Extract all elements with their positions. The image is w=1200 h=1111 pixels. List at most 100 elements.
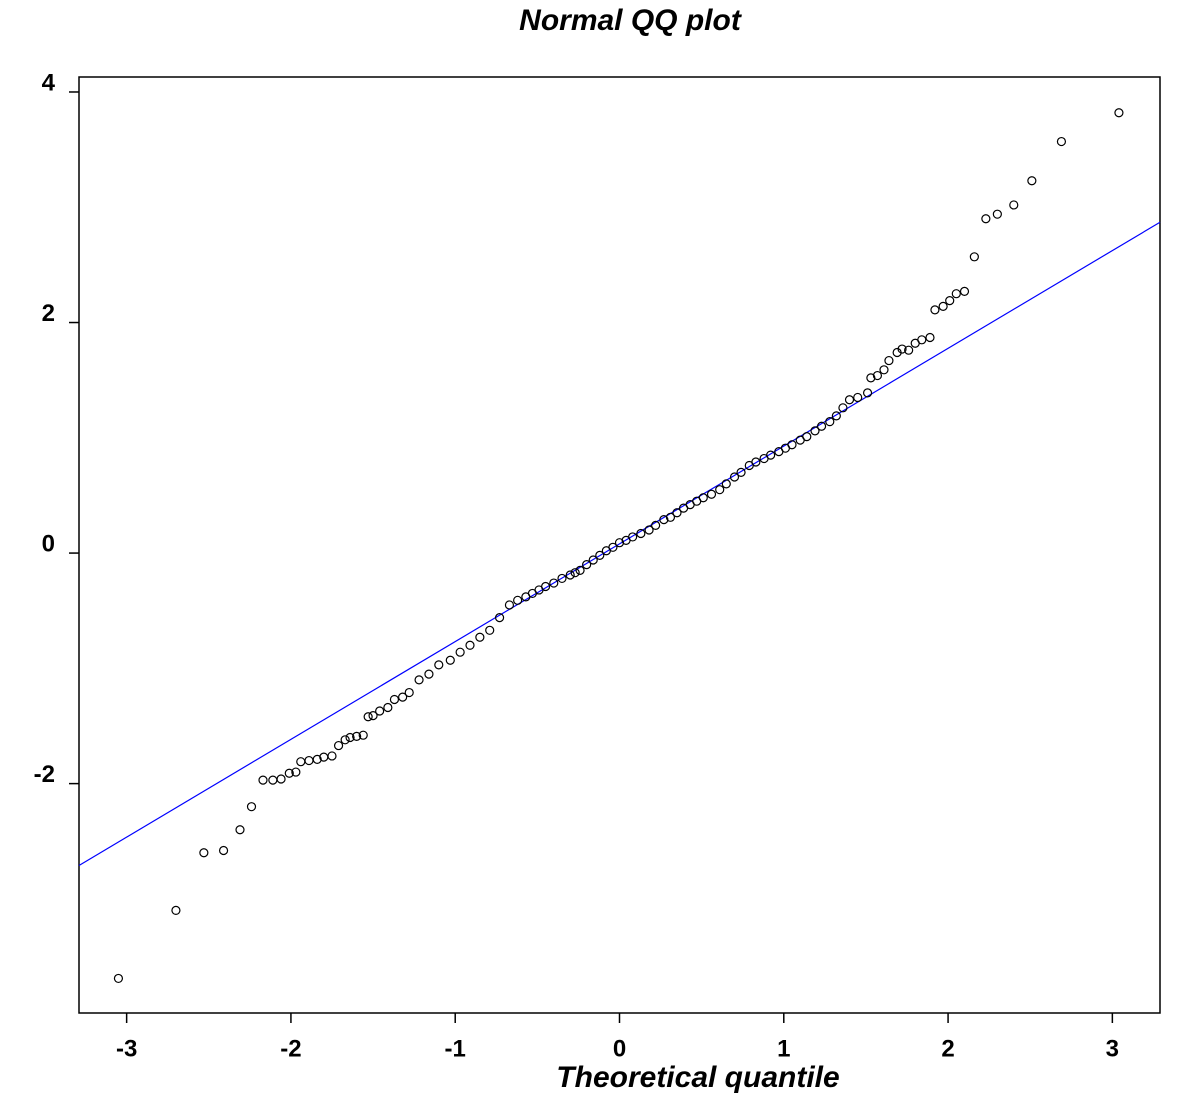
point — [513, 595, 523, 605]
point — [304, 755, 314, 766]
point — [766, 450, 776, 460]
plot-frame — [78, 76, 1161, 1014]
y-tick-label: 0 — [42, 530, 55, 557]
x-tick-label: 2 — [941, 1035, 954, 1062]
point — [475, 632, 485, 642]
point — [816, 421, 827, 431]
point — [404, 687, 414, 698]
point — [389, 694, 400, 705]
point — [296, 757, 306, 767]
point — [1027, 176, 1037, 186]
point — [575, 565, 585, 575]
y-tick-label: 4 — [42, 69, 56, 96]
point — [981, 214, 991, 224]
point — [904, 345, 914, 355]
point — [969, 252, 979, 262]
point — [872, 370, 883, 381]
point — [504, 600, 515, 610]
x-axis-label: Theoretical quantile — [556, 1061, 839, 1094]
y-tick-label: 2 — [42, 300, 55, 327]
point — [414, 675, 424, 685]
point — [879, 365, 889, 375]
point — [831, 411, 841, 421]
point — [570, 568, 580, 578]
point — [1009, 200, 1019, 210]
reference-line — [78, 221, 1161, 866]
point — [698, 493, 708, 503]
point — [557, 573, 567, 584]
point — [549, 578, 559, 588]
point — [582, 559, 592, 570]
point — [258, 775, 268, 785]
point — [588, 555, 598, 565]
point — [398, 692, 408, 702]
chart-title: Normal QQ plot — [519, 4, 743, 37]
point — [736, 467, 746, 477]
point — [434, 660, 444, 670]
point — [424, 669, 434, 679]
point — [838, 403, 848, 413]
point — [345, 732, 355, 743]
point — [445, 655, 455, 665]
point — [218, 845, 229, 856]
point — [729, 472, 740, 482]
point — [235, 825, 245, 835]
point — [333, 740, 344, 751]
point — [312, 754, 322, 765]
point — [276, 774, 286, 784]
point — [1056, 136, 1067, 147]
point — [938, 301, 948, 311]
point — [608, 542, 618, 552]
point — [199, 848, 209, 858]
point — [246, 802, 257, 812]
point — [810, 426, 820, 436]
point — [721, 479, 731, 489]
point — [715, 485, 725, 495]
point — [494, 613, 505, 623]
point — [751, 457, 761, 467]
point — [614, 538, 625, 548]
point — [340, 735, 350, 745]
x-tick-label: 3 — [1106, 1035, 1119, 1062]
point — [368, 711, 378, 721]
point — [644, 525, 654, 535]
point — [951, 289, 961, 299]
point — [327, 751, 337, 761]
point — [853, 392, 863, 403]
point — [959, 286, 970, 297]
point — [455, 647, 465, 657]
point — [540, 581, 551, 592]
x-tick-label: 1 — [777, 1035, 790, 1062]
x-tick-label: -3 — [116, 1035, 137, 1062]
point — [844, 395, 855, 405]
point — [268, 775, 278, 785]
point — [665, 512, 676, 522]
x-tick-label: -1 — [445, 1035, 466, 1062]
point — [113, 973, 124, 984]
point — [925, 332, 935, 343]
point — [628, 532, 638, 542]
point — [930, 305, 940, 315]
point — [383, 702, 393, 713]
point — [465, 640, 475, 650]
point — [565, 570, 575, 580]
point — [897, 344, 907, 354]
point — [659, 515, 669, 525]
point — [825, 417, 835, 427]
point — [352, 731, 362, 741]
point — [651, 520, 661, 531]
point — [787, 440, 797, 450]
point — [171, 905, 181, 916]
point — [672, 508, 682, 518]
point — [992, 209, 1002, 219]
x-tick-label: -2 — [280, 1035, 301, 1062]
point — [375, 706, 385, 716]
point — [884, 355, 894, 366]
point — [485, 625, 495, 635]
point — [706, 489, 717, 499]
y-tick-label: -2 — [34, 761, 55, 788]
point — [284, 768, 294, 778]
x-tick-label: 0 — [613, 1035, 626, 1062]
point — [862, 388, 873, 398]
